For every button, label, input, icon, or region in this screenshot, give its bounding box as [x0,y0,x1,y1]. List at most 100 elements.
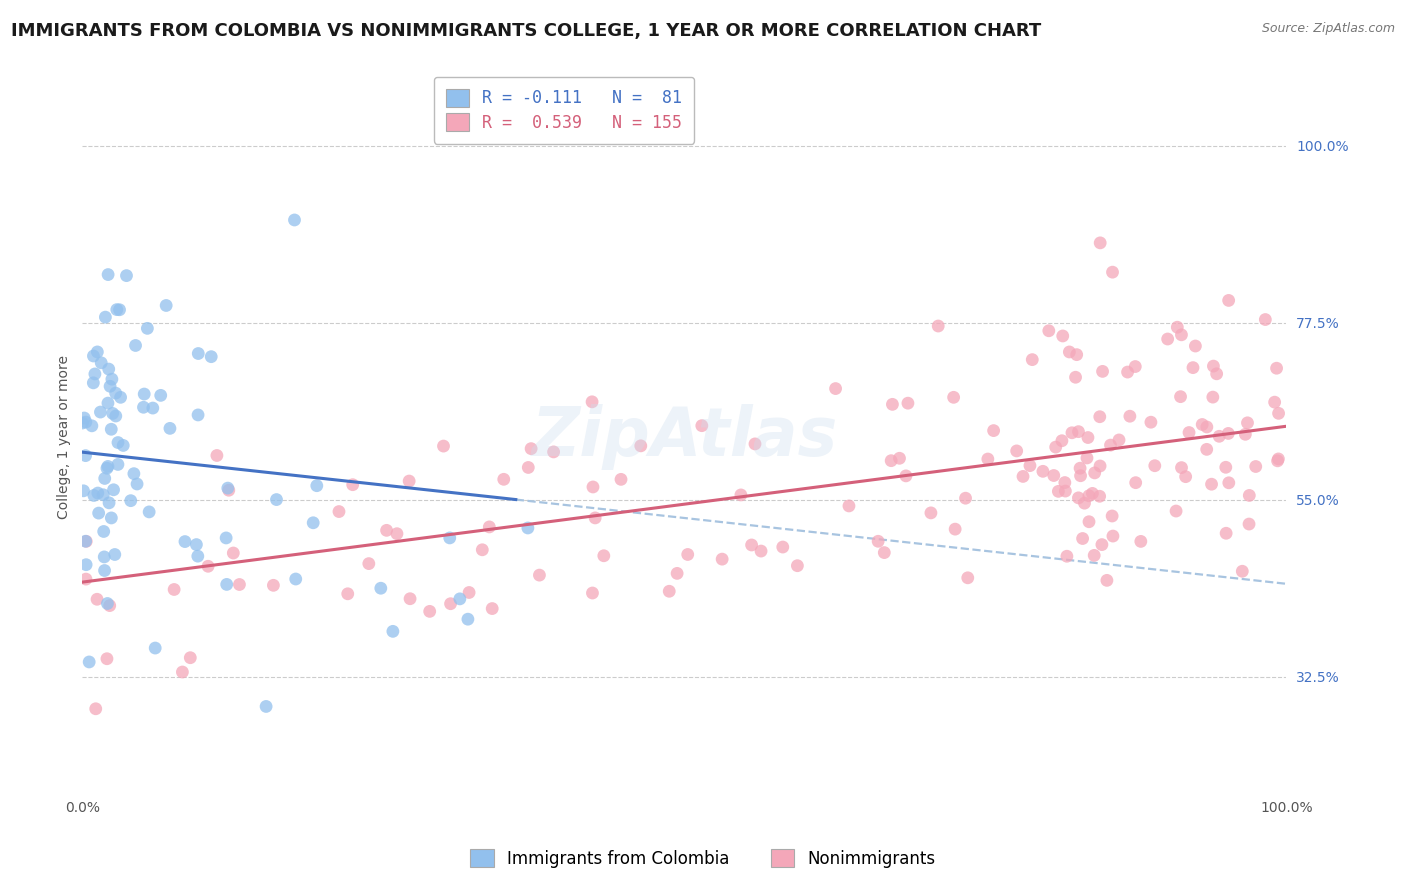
Point [82,349,104,363]
Point [1038,324,1060,338]
Point [163,582,186,597]
Point [262,578,284,592]
Point [108,302,131,317]
Point [222,546,245,560]
Point [458,585,481,599]
Point [72,416,94,430]
Point [1195,420,1218,434]
Point [582,480,605,494]
Point [543,445,565,459]
Point [75,449,97,463]
Point [690,418,713,433]
Point [98,379,121,393]
Point [112,438,135,452]
Point [630,439,652,453]
Point [920,506,942,520]
Point [186,538,208,552]
Point [1143,458,1166,473]
Point [676,548,699,562]
Point [134,387,156,401]
Point [943,522,966,536]
Point [529,568,551,582]
Point [1170,460,1192,475]
Point [516,521,538,535]
Point [1077,431,1099,445]
Point [956,571,979,585]
Point [478,520,501,534]
Point [1042,468,1064,483]
Point [138,505,160,519]
Point [1178,425,1201,440]
Point [1218,426,1240,441]
Point [90,356,112,370]
Point [105,302,128,317]
Point [1069,461,1091,475]
Point [100,422,122,436]
Point [93,471,115,485]
Point [98,599,121,613]
Point [1205,367,1227,381]
Point [439,597,461,611]
Point [1201,477,1223,491]
Point [824,382,846,396]
Point [1218,293,1240,308]
Point [1088,489,1111,503]
Point [98,496,121,510]
Point [1202,390,1225,404]
Point [481,601,503,615]
Point [159,421,181,435]
Point [142,401,165,415]
Point [91,488,114,502]
Legend: R = -0.111   N =  81, R =  0.539   N = 155: R = -0.111 N = 81, R = 0.539 N = 155 [434,77,695,144]
Point [1236,416,1258,430]
Point [172,665,194,679]
Point [1064,370,1087,384]
Point [786,558,808,573]
Point [1077,489,1099,503]
Point [517,460,540,475]
Point [75,534,97,549]
Point [149,388,172,402]
Point [1239,488,1261,502]
Point [86,592,108,607]
Point [432,439,454,453]
Point [1156,332,1178,346]
Point [749,544,772,558]
Point [581,394,603,409]
Point [838,499,860,513]
Point [104,548,127,562]
Point [336,587,359,601]
Point [1174,469,1197,483]
Point [89,405,111,419]
Point [73,411,96,425]
Point [1070,468,1092,483]
Point [1091,538,1114,552]
Point [1218,475,1240,490]
Point [1019,458,1042,473]
Point [1267,451,1289,466]
Point [110,390,132,404]
Point [104,386,127,401]
Point [741,538,763,552]
Point [1047,484,1070,499]
Point [1102,529,1125,543]
Point [1254,312,1277,326]
Point [305,478,328,492]
Point [77,655,100,669]
Point [1032,464,1054,478]
Point [471,542,494,557]
Point [398,474,420,488]
Point [1215,460,1237,475]
Point [1073,496,1095,510]
Point [1078,515,1101,529]
Point [955,491,977,506]
Point [1095,574,1118,588]
Point [1076,450,1098,465]
Point [143,641,166,656]
Point [200,350,222,364]
Point [187,549,209,563]
Point [1060,425,1083,440]
Point [1123,359,1146,374]
Point [942,390,965,404]
Point [100,511,122,525]
